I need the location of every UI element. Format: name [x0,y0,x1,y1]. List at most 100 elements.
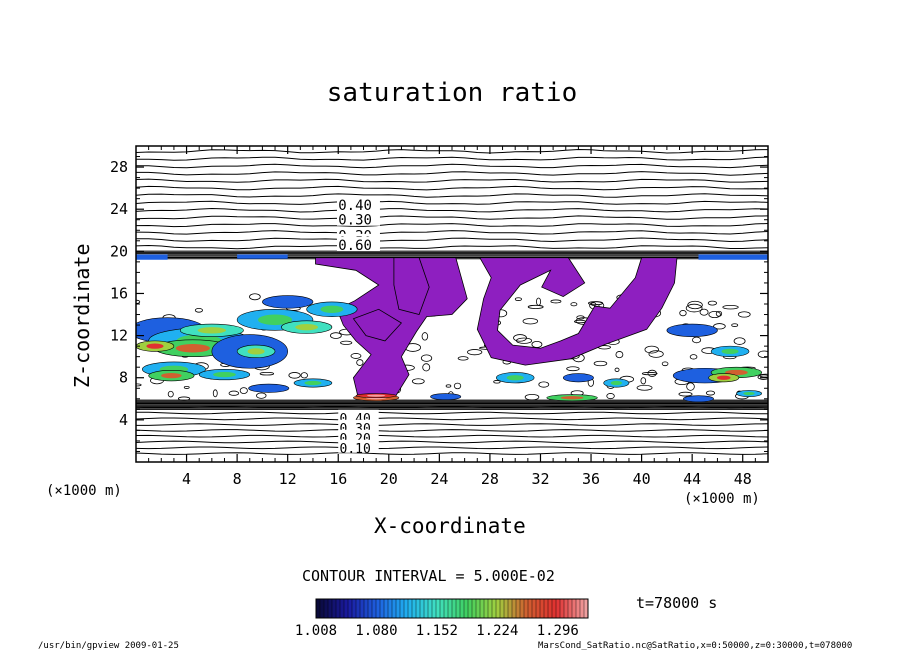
x-tick-label: 32 [531,470,549,488]
y-tick-label: 8 [119,369,128,387]
lower-contour-line [136,452,768,455]
small-contour [685,303,703,313]
small-contour [422,363,431,372]
colorbar-cell [515,598,521,619]
colorbar-cell [351,598,357,619]
colorbar-cell [439,598,445,619]
colorbar-cell [495,598,501,619]
small-contour [707,300,718,306]
upper-contour-line [136,148,768,154]
supersaturation-core [257,314,293,326]
colorbar-cell [503,598,509,619]
upper-contour-line [136,185,768,191]
blue-band-left [136,254,168,260]
supersaturation-core [506,375,524,381]
contour-label-bg [338,429,379,443]
colorbar-cell [323,598,329,619]
colorbar-cell [407,598,413,619]
colorbar-cell [435,598,441,619]
y-tick-label: 20 [110,242,128,260]
small-contour [731,323,739,327]
lower-contour-line [136,411,768,415]
x-tick-label: 40 [633,470,651,488]
colorbar-cell [575,598,581,619]
small-contour [536,297,542,306]
small-contour [527,304,544,309]
colorbar-cell [527,598,533,619]
small-contour [524,393,540,401]
small-contour [457,356,469,361]
colorbar-cell [335,598,341,619]
x-tick-label: 24 [430,470,448,488]
colorbar-cell [391,598,397,619]
colorbar-cell [415,598,421,619]
colorbar-cell [375,598,381,619]
small-contour [687,300,703,310]
colorbar-cell [343,598,349,619]
lower-contour-line [136,446,768,450]
small-contour [256,392,267,399]
small-contour [576,315,585,320]
small-contour [615,351,624,359]
colorbar-cell [395,598,401,619]
colorbar-tick-label: 1.152 [416,623,458,639]
x-tick-label: 44 [683,470,701,488]
upper-contour-label: 0.30 [338,213,372,229]
saturated-region [476,257,678,366]
colorbar-cell [475,598,481,619]
x-tick-label: 28 [481,470,499,488]
chart-title: saturation ratio [326,78,578,108]
supersaturation-core [175,344,210,353]
colorbar-cell [355,598,361,619]
small-contour [679,310,687,317]
x-tick-label: 48 [734,470,752,488]
small-contour [513,334,527,342]
upper-contour-line [136,223,768,228]
colorbar-cell [543,598,549,619]
small-contour [641,372,658,376]
small-contour [715,310,723,317]
small-contour [636,384,653,391]
small-contour [493,380,501,384]
colorbar-frame [315,598,589,619]
small-contour [737,311,751,318]
supersaturation-core [304,380,322,386]
contour-label-bg [338,439,379,453]
colorbar-cell [399,598,405,619]
upper-contour-line [136,163,768,169]
colorbar: 1.008 1.080 1.152 1.224 1.296 [295,598,589,639]
colorbar-cell [451,598,457,619]
colorbar-cell [419,598,425,619]
contour-label-bg [336,237,380,252]
colorbar-cell [387,598,393,619]
small-contour [249,293,261,301]
colorbar-cell [559,598,565,619]
small-contour [644,345,659,354]
x-axis-label: X-coordinate [374,514,526,538]
small-contour [705,390,716,396]
supersaturation-core [721,348,739,355]
small-contour [356,359,364,366]
upper-contour-line [136,215,768,220]
supersaturation-core [161,372,182,379]
x-tick-label: 16 [329,470,347,488]
supersaturation-core [295,324,319,331]
small-contour [538,381,550,388]
colorbar-cell [331,598,337,619]
small-contour [647,369,657,377]
upper-contour-line [136,200,768,205]
small-contour [514,297,522,301]
colorbar-cell [339,598,345,619]
small-contour [531,340,543,348]
contour-label-bg [338,409,379,423]
small-contour [699,308,709,316]
colorbar-cell [507,598,513,619]
x-tick-label: 12 [279,470,297,488]
lower-contour-label: 0.10 [340,442,371,457]
small-contour [570,302,578,307]
contour-label-bg [338,419,379,433]
small-contour [239,387,248,394]
blue-band-right [698,254,768,260]
small-contour [136,383,142,387]
